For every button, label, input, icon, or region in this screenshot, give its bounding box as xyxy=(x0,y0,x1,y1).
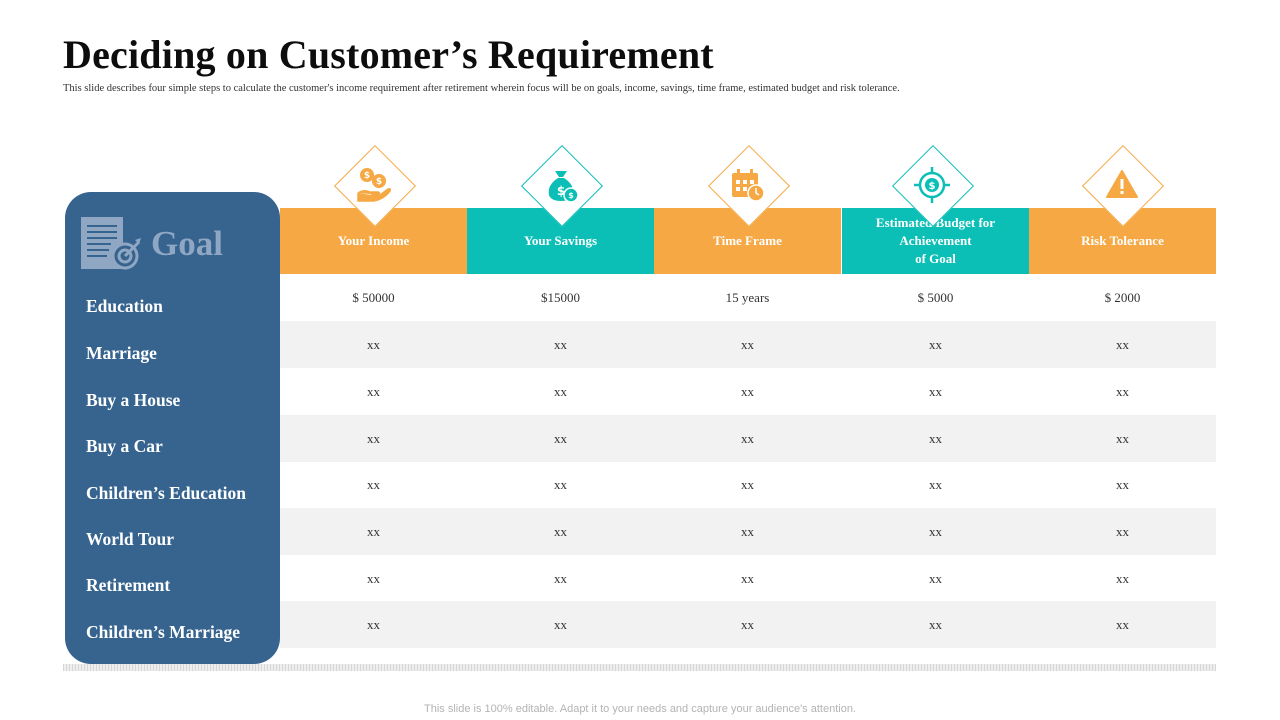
goal-item: Marriage xyxy=(86,343,157,363)
table-cell: 15 years xyxy=(725,289,770,305)
table-row: xx xx xx xx xx xyxy=(280,601,1216,648)
table-cell: xx xyxy=(929,383,942,399)
table-row: $ 50000 $15000 15 years $ 5000 $ 2000 xyxy=(280,274,1216,321)
table-cell: xx xyxy=(367,383,380,399)
svg-text:$: $ xyxy=(376,177,382,187)
income-hand-coins-icon: $ $ xyxy=(357,168,391,202)
table-cell: xx xyxy=(1116,570,1129,586)
table-cell: xx xyxy=(1116,430,1129,446)
money-bag-icon: $ $ xyxy=(548,171,579,203)
goal-item: Education xyxy=(86,296,163,316)
table-cell: xx xyxy=(741,430,754,446)
bottom-divider xyxy=(63,664,1216,671)
goal-item: Children’s Education xyxy=(86,483,246,503)
table-cell: xx xyxy=(1116,616,1129,632)
table-cell: xx xyxy=(741,383,754,399)
warning-triangle-icon xyxy=(1106,170,1138,198)
table-cell: xx xyxy=(929,570,942,586)
table-row: xx xx xx xx xx xyxy=(280,555,1216,602)
slide-title: Deciding on Customer’s Requirement xyxy=(63,32,714,77)
table-cell: xx xyxy=(741,616,754,632)
goal-item: Buy a House xyxy=(86,390,181,410)
table-cell: xx xyxy=(554,476,567,492)
table-cell: xx xyxy=(554,430,567,446)
table-cell: xx xyxy=(554,570,567,586)
column-header-risk-tolerance: Risk Tolerance xyxy=(1029,208,1216,274)
table-cell: xx xyxy=(1116,476,1129,492)
table-cell: xx xyxy=(1116,523,1129,539)
goal-heading: Goal xyxy=(81,216,271,272)
calendar-clock-icon xyxy=(732,169,765,202)
table-cell: $ 2000 xyxy=(1104,289,1141,305)
table-cell: xx xyxy=(741,476,754,492)
goal-item: Retirement xyxy=(86,575,171,595)
table-row: xx xx xx xx xx xyxy=(280,461,1216,508)
table-cell: xx xyxy=(741,523,754,539)
table-cell: xx xyxy=(367,570,380,586)
slide-subtitle: This slide describes four simple steps t… xyxy=(63,83,900,94)
goal-item: World Tour xyxy=(86,529,175,549)
table-cell: xx xyxy=(1116,336,1129,352)
table-cell: xx xyxy=(554,336,567,352)
table-cell: xx xyxy=(929,476,942,492)
table-row: xx xx xx xx xx xyxy=(280,508,1216,555)
document-target-icon xyxy=(81,217,141,270)
svg-text:$: $ xyxy=(557,184,565,198)
table-row: xx xx xx xx xx xyxy=(280,321,1216,368)
table-cell: xx xyxy=(929,336,942,352)
goal-heading-label: Goal xyxy=(151,224,223,263)
table-cell: xx xyxy=(929,523,942,539)
svg-text:$: $ xyxy=(364,171,370,181)
table-cell: xx xyxy=(367,336,380,352)
table-cell: xx xyxy=(741,570,754,586)
table-cell: $15000 xyxy=(541,289,580,305)
table-cell: xx xyxy=(367,523,380,539)
goal-item: Buy a Car xyxy=(86,436,163,456)
table-cell: xx xyxy=(367,476,380,492)
svg-text:$: $ xyxy=(929,181,936,192)
table-row: xx xx xx xx xx xyxy=(280,368,1216,415)
svg-text:$: $ xyxy=(568,191,574,200)
table-cell: xx xyxy=(554,616,567,632)
table-cell: xx xyxy=(929,430,942,446)
table-cell: xx xyxy=(1116,383,1129,399)
goal-item: Children’s Marriage xyxy=(86,622,241,642)
table-cell: xx xyxy=(741,336,754,352)
dollar-target-icon: $ xyxy=(914,167,950,203)
slide-footer: This slide is 100% editable. Adapt it to… xyxy=(424,703,856,715)
table-cell: xx xyxy=(367,616,380,632)
table-cell: xx xyxy=(929,616,942,632)
table-cell: xx xyxy=(554,523,567,539)
table-row: xx xx xx xx xx xyxy=(280,415,1216,462)
table-cell: xx xyxy=(554,383,567,399)
table-cell: xx xyxy=(367,430,380,446)
table-cell: $ 5000 xyxy=(917,289,954,305)
goal-panel: Goal Education Marriage Buy a House Buy … xyxy=(65,192,280,664)
table-cell: $ 50000 xyxy=(352,289,395,305)
